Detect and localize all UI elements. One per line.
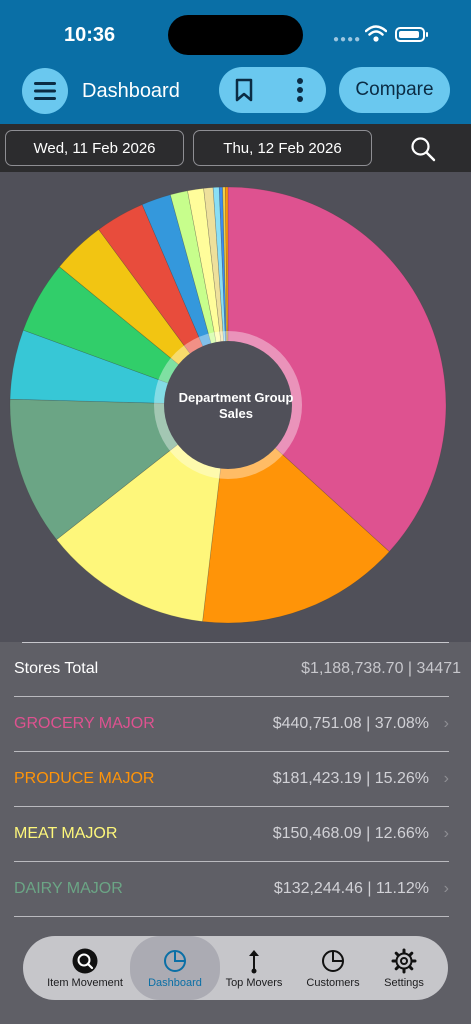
department-value: $440,751.08 | 37.08% bbox=[272, 715, 429, 732]
search-button[interactable] bbox=[410, 136, 436, 162]
end-date-button[interactable]: Thu, 12 Feb 2026 bbox=[193, 130, 372, 166]
gear-icon bbox=[390, 947, 418, 975]
stores-total-label: Stores Total bbox=[14, 660, 99, 677]
chevron-right-icon: › bbox=[443, 715, 449, 732]
department-value: $132,244.46 | 11.12% bbox=[273, 880, 429, 897]
department-sales-chart bbox=[0, 172, 471, 642]
more-vertical-icon bbox=[297, 78, 303, 102]
bookmark-button[interactable] bbox=[229, 75, 259, 105]
department-name: DAIRY MAJOR bbox=[14, 880, 123, 897]
chevron-right-icon: › bbox=[443, 770, 449, 787]
department-name: MEAT MAJOR bbox=[14, 825, 118, 842]
department-value: $150,468.09 | 12.66% bbox=[272, 825, 429, 842]
chevron-right-icon: › bbox=[443, 825, 449, 842]
chevron-right-icon: › bbox=[443, 880, 449, 897]
tab-customers[interactable]: Customers bbox=[299, 936, 367, 1000]
bookmark-icon bbox=[235, 78, 253, 102]
hamburger-icon bbox=[34, 82, 56, 100]
department-row-produce[interactable]: PRODUCE MAJOR $181,423.19 | 15.26% › bbox=[0, 752, 471, 807]
department-value: $181,423.19 | 15.26% bbox=[272, 770, 429, 787]
tab-label: Item Movement bbox=[47, 977, 123, 989]
pie-chart bbox=[9, 186, 447, 624]
tab-dashboard[interactable]: Dashboard bbox=[130, 936, 220, 1000]
tab-label: Dashboard bbox=[148, 977, 202, 989]
divider bbox=[22, 642, 449, 643]
department-row-grocery[interactable]: GROCERY MAJOR $440,751.08 | 37.08% › bbox=[0, 697, 471, 752]
pie-chart-icon bbox=[161, 947, 189, 975]
app-header: 10:36 ●●●● Dashboard bbox=[0, 0, 471, 124]
tab-label: Customers bbox=[306, 977, 360, 989]
department-row-meat[interactable]: MEAT MAJOR $150,468.09 | 12.66% › bbox=[0, 807, 471, 862]
more-button[interactable] bbox=[285, 75, 315, 105]
department-row-dairy[interactable]: DAIRY MAJOR $132,244.46 | 11.12% › bbox=[0, 862, 471, 917]
stores-total-value: $1,188,738.70 | 34471 bbox=[301, 660, 461, 677]
compare-button[interactable]: Compare bbox=[339, 67, 450, 113]
row-divider bbox=[14, 806, 449, 807]
battery-icon bbox=[395, 27, 428, 42]
row-divider bbox=[14, 861, 449, 862]
wifi-icon bbox=[365, 25, 387, 42]
menu-button[interactable] bbox=[22, 68, 68, 114]
arrow-updown-icon bbox=[240, 947, 268, 975]
magnifier-icon bbox=[71, 947, 99, 975]
stores-total-row: Stores Total $1,188,738.70 | 34471 bbox=[0, 642, 471, 697]
header-actions bbox=[219, 67, 326, 113]
row-divider bbox=[14, 696, 449, 697]
date-range-bar: Wed, 11 Feb 2026 Thu, 12 Feb 2026 bbox=[0, 124, 471, 172]
status-time: 10:36 bbox=[64, 24, 116, 46]
pie-slice-0[interactable] bbox=[227, 186, 447, 553]
dynamic-island bbox=[168, 15, 303, 55]
row-divider bbox=[14, 751, 449, 752]
start-date-button[interactable]: Wed, 11 Feb 2026 bbox=[5, 130, 184, 166]
pie-outline-icon bbox=[319, 947, 347, 975]
pie-slice-2[interactable] bbox=[56, 404, 229, 622]
search-icon bbox=[411, 137, 436, 162]
tab-item-movement[interactable]: Item Movement bbox=[33, 936, 137, 1000]
department-name: GROCERY MAJOR bbox=[14, 715, 155, 732]
chart-center-title: Department Group Sales bbox=[178, 390, 294, 421]
donut-hole bbox=[164, 341, 292, 469]
tab-label: Top Movers bbox=[225, 977, 283, 989]
tab-label: Settings bbox=[384, 977, 424, 989]
page-title: Dashboard bbox=[82, 80, 180, 102]
status-icons: ●●●● bbox=[333, 25, 433, 45]
tab-bar: Item Movement Dashboard Top Movers bbox=[23, 936, 448, 1000]
row-divider bbox=[14, 916, 449, 917]
tab-settings[interactable]: Settings bbox=[375, 936, 433, 1000]
tab-top-movers[interactable]: Top Movers bbox=[218, 936, 290, 1000]
department-name: PRODUCE MAJOR bbox=[14, 770, 155, 787]
signal-icon: ●●●● bbox=[333, 34, 362, 45]
